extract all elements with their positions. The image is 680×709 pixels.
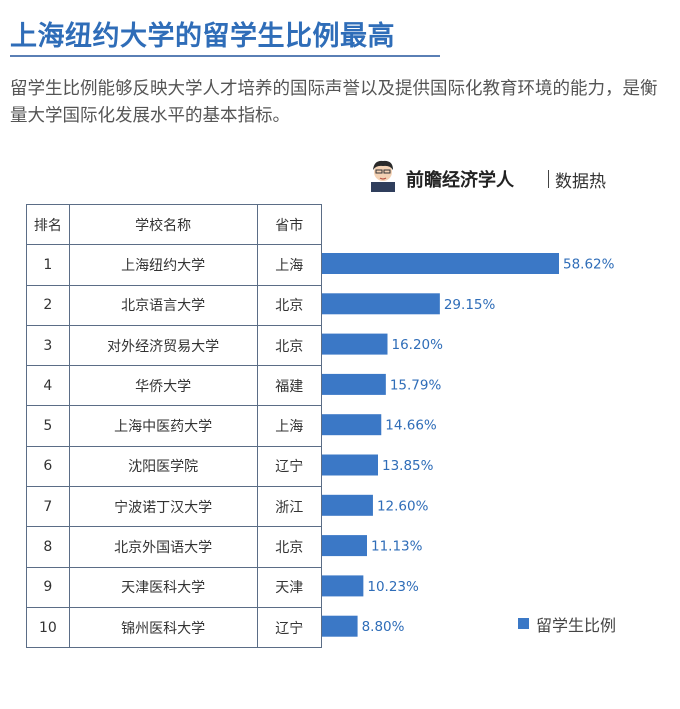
- rank-cell: 5: [26, 405, 70, 447]
- intro-text: 留学生比例能够反映大学人才培养的国际声誉以及提供国际化教育环境的能力，是衡量大学…: [10, 79, 658, 126]
- page-title: 上海纽约大学的留学生比例最高: [10, 21, 395, 52]
- school-cell: 对外经济贸易大学: [68, 324, 258, 367]
- city-cell: 北京: [256, 324, 323, 367]
- city-cell: 上海: [256, 244, 323, 286]
- header-school: 学校名称: [68, 203, 258, 246]
- bar-value-label: 12.60%: [377, 498, 429, 514]
- bar-8: [322, 535, 367, 557]
- bar-value-label: 11.13%: [371, 539, 423, 555]
- city-cell: 福建: [256, 365, 323, 407]
- bar-3: [322, 333, 388, 355]
- brand-name: 前瞻经济学人: [406, 170, 514, 191]
- brand-tag: 数据热: [555, 172, 606, 192]
- legend-swatch: [518, 618, 529, 629]
- bar-5: [322, 414, 382, 436]
- city-cell: 辽宁: [256, 445, 323, 488]
- table-row: 7 宁波诺丁汉大学 浙江: [26, 486, 323, 528]
- city-cell: 浙江: [256, 486, 323, 528]
- bar-10: [322, 615, 358, 637]
- table-row: 8 北京外国语大学 北京: [26, 526, 323, 568]
- bar-6: [322, 454, 378, 476]
- table-row: 9 天津医科大学 天津: [26, 566, 323, 608]
- bar-4: [322, 373, 386, 395]
- bar-value-label: 29.15%: [444, 297, 496, 313]
- city-cell: 上海: [256, 405, 323, 447]
- table-row: 2 北京语言大学 北京: [26, 284, 323, 326]
- rank-cell: 1: [26, 244, 70, 286]
- school-cell: 北京外国语大学: [68, 526, 258, 568]
- bar-value-label: 13.85%: [382, 458, 434, 474]
- bar-2: [322, 293, 440, 315]
- school-cell: 北京语言大学: [68, 284, 258, 326]
- school-cell: 上海中医药大学: [68, 405, 258, 447]
- table-row: 10 锦州医科大学 辽宁: [26, 606, 323, 649]
- bar-value-label: 14.66%: [385, 418, 437, 434]
- bar-7: [322, 494, 373, 516]
- legend-label: 留学生比例: [536, 616, 617, 635]
- bar-value-label: 16.20%: [391, 337, 443, 353]
- table-row: 4 华侨大学 福建: [26, 365, 323, 407]
- table-header-row: 排名 学校名称 省市: [26, 203, 323, 246]
- school-cell: 华侨大学: [68, 365, 258, 407]
- bar-1: [322, 253, 559, 274]
- rank-cell: 4: [26, 365, 70, 407]
- ranking-table: 排名 学校名称 省市 1 上海纽约大学 上海 2 北京语言大学 北京 3 对外经济贸易大学…: [26, 203, 323, 649]
- table-row: 3 对外经济贸易大学 北京: [26, 324, 323, 367]
- header-city: 省市: [256, 203, 323, 246]
- city-cell: 辽宁: [256, 606, 323, 649]
- city-cell: 北京: [256, 284, 323, 326]
- bar-value-label: 10.23%: [367, 579, 419, 595]
- bar-value-label: 8.80%: [362, 619, 405, 635]
- bar-value-label: 15.79%: [390, 377, 442, 393]
- school-cell: 天津医科大学: [68, 566, 258, 608]
- rank-cell: 3: [26, 324, 70, 367]
- school-cell: 锦州医科大学: [68, 606, 258, 649]
- brand-separator: [548, 170, 549, 188]
- bar-value-label: 58.62%: [563, 257, 615, 273]
- rank-cell: 7: [26, 486, 70, 528]
- table-row: 1 上海纽约大学 上海: [26, 244, 323, 286]
- city-cell: 天津: [256, 566, 323, 608]
- title-underline: [10, 55, 440, 57]
- economist-avatar-icon: [371, 160, 395, 192]
- table-row: 5 上海中医药大学 上海: [26, 405, 323, 447]
- school-cell: 上海纽约大学: [68, 244, 258, 286]
- bar-9: [322, 575, 364, 597]
